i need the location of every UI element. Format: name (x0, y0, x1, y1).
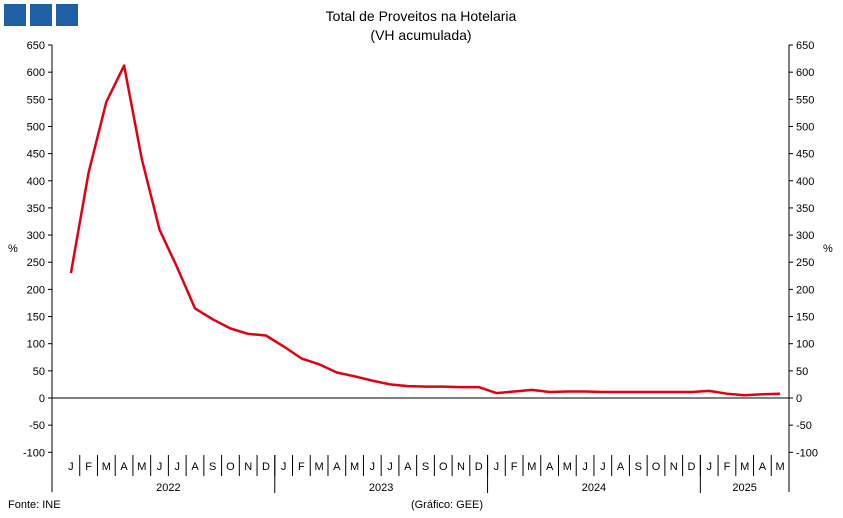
y-tick-label: 200 (796, 284, 814, 296)
month-label: M (350, 461, 359, 473)
y-tick-label: 550 (27, 94, 45, 106)
month-label: F (85, 461, 92, 473)
logo-block (30, 4, 52, 26)
month-label: M (527, 461, 536, 473)
month-label: A (120, 461, 128, 473)
y-tick-label: 50 (33, 366, 45, 378)
month-label: A (759, 461, 767, 473)
month-label: N (670, 461, 678, 473)
y-tick-label: 350 (27, 203, 45, 215)
y-tick-label: 600 (27, 67, 45, 79)
month-label: A (333, 461, 341, 473)
y-tick-label: 0 (796, 393, 802, 405)
y-tick-label: 350 (796, 203, 814, 215)
y-tick-label: -100 (23, 447, 45, 459)
y-tick-label: 400 (796, 176, 814, 188)
month-label: J (600, 461, 606, 473)
y-tick-label: 100 (27, 339, 45, 351)
year-labels: 2022 2023 2024 2025 (156, 455, 757, 494)
month-label: S (422, 461, 429, 473)
logo-block (4, 4, 26, 26)
month-label: A (191, 461, 199, 473)
y-tick-label: 50 (796, 366, 808, 378)
y-tick-label: -100 (796, 447, 818, 459)
month-label: D (262, 461, 270, 473)
month-label: F (511, 461, 518, 473)
year-label: 2022 (156, 482, 180, 494)
year-label: 2023 (369, 482, 393, 494)
month-label: M (315, 461, 324, 473)
chart-title: Total de Proveitos na Hotelaria (326, 8, 517, 24)
month-label: A (617, 461, 625, 473)
month-label: M (137, 461, 146, 473)
month-label: A (404, 461, 412, 473)
y-tick-label: 650 (27, 40, 45, 52)
y-tick-label: 450 (27, 149, 45, 161)
logo-block (56, 4, 78, 26)
month-label: J (387, 461, 393, 473)
y-tick-label: 100 (796, 339, 814, 351)
y-tick-label: 450 (796, 149, 814, 161)
month-label: J (370, 461, 376, 473)
y-ticks-left: -100 -50 0 50 100 150 200 250 300 350 400 450 500 550… (23, 40, 52, 459)
month-label: D (475, 461, 483, 473)
y-axis-label-right: % (823, 243, 833, 255)
month-label: J (494, 461, 500, 473)
month-label: M (740, 461, 749, 473)
y-tick-label: 0 (39, 393, 45, 405)
y-tick-label: 200 (27, 284, 45, 296)
month-label: N (457, 461, 465, 473)
series-layer (69, 64, 781, 397)
month-label: J (68, 461, 74, 473)
y-tick-label: -50 (29, 420, 45, 432)
month-label: J (157, 461, 163, 473)
month-label: M (102, 461, 111, 473)
y-tick-label: 500 (796, 121, 814, 133)
y-tick-label: 550 (796, 94, 814, 106)
y-tick-label: 250 (796, 257, 814, 269)
series-line (69, 64, 781, 397)
year-label: 2025 (732, 482, 756, 494)
y-tick-label: 250 (27, 257, 45, 269)
y-tick-label: 300 (796, 230, 814, 242)
month-label: J (281, 461, 287, 473)
month-label: J (706, 461, 712, 473)
month-label: J (582, 461, 588, 473)
month-label: M (776, 461, 785, 473)
y-ticks-right: -100 -50 0 50 100 150 200 250 300 350 400 450 500 550… (789, 40, 818, 459)
month-label: O (439, 461, 448, 473)
month-label: A (546, 461, 554, 473)
y-tick-label: -50 (796, 420, 812, 432)
month-label: S (635, 461, 642, 473)
month-label: O (226, 461, 235, 473)
y-tick-label: 600 (796, 67, 814, 79)
chart-credit: (Gráfico: GEE) (411, 499, 483, 511)
month-label: O (652, 461, 661, 473)
month-label: S (209, 461, 216, 473)
y-tick-label: 150 (27, 312, 45, 324)
y-tick-label: 150 (796, 312, 814, 324)
month-label: D (687, 461, 695, 473)
chart-subtitle: (VH acumulada) (370, 27, 471, 43)
month-label: F (724, 461, 731, 473)
year-label: 2024 (582, 482, 606, 494)
logo (4, 4, 78, 26)
month-label: J (175, 461, 181, 473)
month-label: F (298, 461, 305, 473)
y-tick-label: 300 (27, 230, 45, 242)
source-note: Fonte: INE (8, 499, 61, 511)
y-tick-label: 650 (796, 40, 814, 52)
y-tick-label: 500 (27, 121, 45, 133)
month-label: M (563, 461, 572, 473)
y-axis-label-left: % (8, 243, 18, 255)
month-label: N (244, 461, 252, 473)
y-tick-label: 400 (27, 176, 45, 188)
